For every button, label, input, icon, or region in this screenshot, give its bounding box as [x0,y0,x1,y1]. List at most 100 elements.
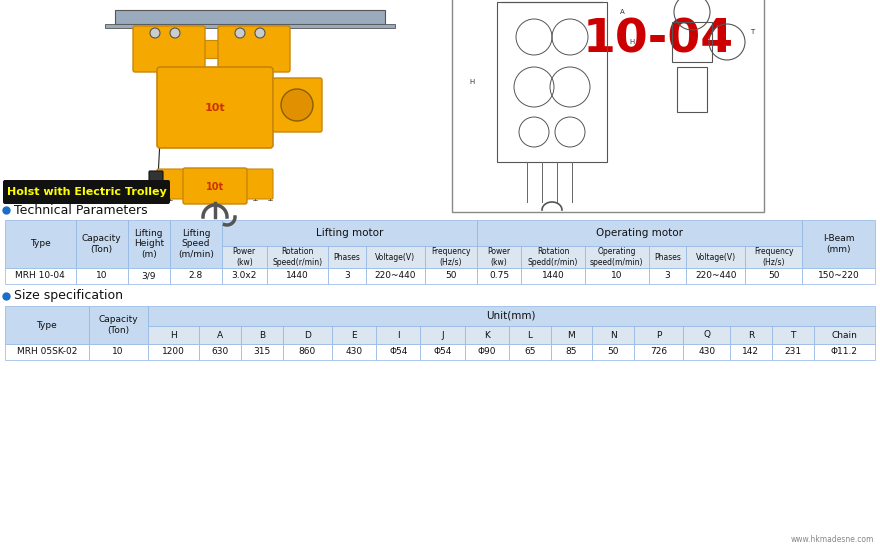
Bar [376,326,421,344]
Bar [521,268,585,284]
Text: Technical Parameters: Technical Parameters [14,203,148,216]
Text: MRH 10-04: MRH 10-04 [16,271,65,281]
Text: J: J [441,330,444,340]
Bar [5,344,89,360]
Text: Phases: Phases [334,253,360,261]
Bar [282,326,332,344]
Bar [148,344,199,360]
Bar [677,67,707,112]
Bar [328,246,366,268]
Bar [683,326,730,344]
Bar [366,246,425,268]
Bar [199,326,241,344]
Bar [772,326,813,344]
Bar [170,268,222,284]
Bar [477,246,521,268]
Bar [89,306,148,344]
Text: 630: 630 [211,347,229,357]
Bar [328,268,366,284]
Text: 142: 142 [743,347,759,357]
Bar [551,326,592,344]
FancyBboxPatch shape [183,168,247,204]
FancyBboxPatch shape [273,78,322,132]
Bar [802,268,875,284]
Text: 65: 65 [524,347,535,357]
Bar [509,344,551,360]
Text: 10-04: 10-04 [583,18,734,62]
Bar [332,344,376,360]
Text: Unit(mm): Unit(mm) [487,311,536,321]
Text: 50: 50 [607,347,619,357]
Bar [425,246,477,268]
Bar [241,344,282,360]
Bar [421,326,465,344]
Text: T: T [790,330,796,340]
Bar [76,220,128,268]
Text: 1440: 1440 [286,271,309,281]
Bar [509,326,551,344]
Bar [148,326,199,344]
Bar [465,344,509,360]
Bar [199,344,241,360]
Bar [521,246,585,268]
Text: H: H [170,330,177,340]
Text: Frequency
(Hz/s): Frequency (Hz/s) [431,247,470,267]
Bar [148,306,875,326]
Text: Type: Type [36,321,57,329]
Text: 430: 430 [698,347,715,357]
Bar [813,344,875,360]
Text: 1440: 1440 [542,271,565,281]
Text: 315: 315 [253,347,270,357]
FancyBboxPatch shape [3,180,170,204]
Bar [802,220,875,268]
Text: 1200: 1200 [162,347,185,357]
Text: Rotation
Speed(r/min): Rotation Speed(r/min) [272,247,322,267]
Text: 726: 726 [650,347,667,357]
Bar [366,268,425,284]
Text: Capacity
(Ton): Capacity (Ton) [82,235,121,254]
Bar [745,268,802,284]
Text: P: P [656,330,662,340]
Text: B: B [259,330,265,340]
Bar [425,268,477,284]
Text: 2.8: 2.8 [189,271,203,281]
Text: A: A [217,330,224,340]
Bar [76,268,128,284]
Text: D: D [304,330,311,340]
Bar [128,268,170,284]
Text: Frequency
(Hz/s): Frequency (Hz/s) [754,247,794,267]
Text: A: A [620,9,625,15]
Text: Capacity
(Ton): Capacity (Ton) [99,315,138,335]
Text: Type: Type [30,239,51,248]
Bar [497,2,607,162]
Text: Phases: Phases [654,253,681,261]
Text: N: N [610,330,617,340]
Bar [585,268,649,284]
Text: 860: 860 [298,347,316,357]
Text: Φ54: Φ54 [389,347,407,357]
Text: www.hkmadesne.com: www.hkmadesne.com [790,535,874,544]
Bar [115,10,385,24]
Text: Size specification: Size specification [14,289,123,302]
Text: 85: 85 [566,347,577,357]
Bar [745,246,802,268]
Text: Lifting motor: Lifting motor [316,228,383,238]
Text: H: H [629,39,634,45]
Bar [585,246,649,268]
Text: T: T [750,29,754,35]
Text: 220~440: 220~440 [695,271,737,281]
Circle shape [235,28,245,38]
Bar [477,268,521,284]
Text: Operating
speed(m/min): Operating speed(m/min) [590,247,643,267]
Text: 50: 50 [768,271,780,281]
Bar [222,220,477,246]
Text: Power
(kw): Power (kw) [232,247,256,267]
Bar [222,268,267,284]
Bar [89,344,148,360]
FancyBboxPatch shape [157,67,273,148]
Bar [730,326,772,344]
Bar [813,326,875,344]
Text: 10: 10 [96,271,107,281]
Bar [649,246,686,268]
Text: Lifting
Height
(m): Lifting Height (m) [134,229,164,259]
